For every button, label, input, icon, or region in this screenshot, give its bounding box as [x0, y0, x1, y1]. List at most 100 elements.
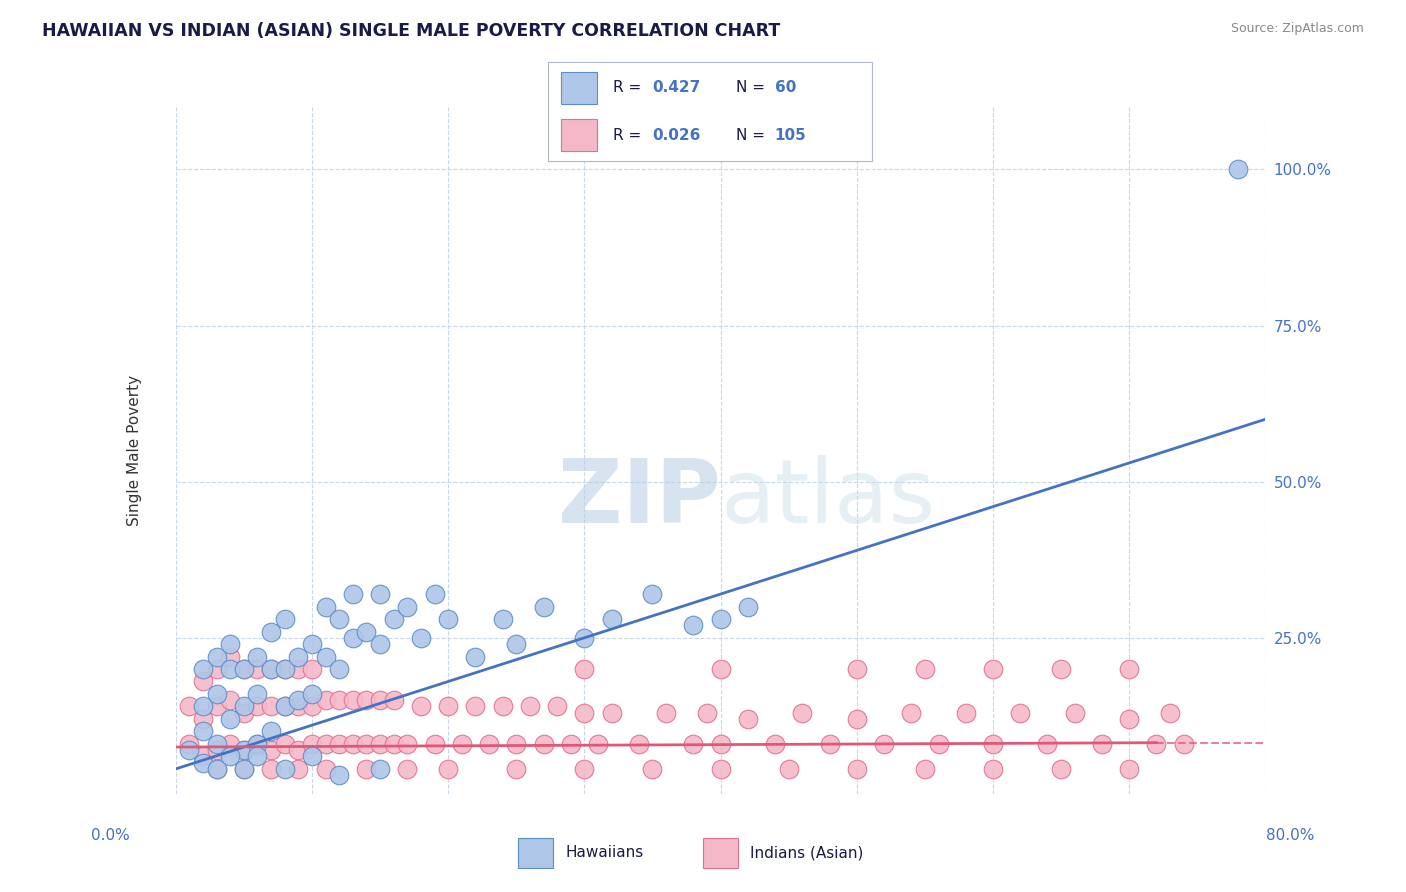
Point — [179, 737, 201, 751]
Text: 0.0%: 0.0% — [91, 828, 131, 843]
Point — [205, 699, 228, 714]
Text: R =: R = — [613, 80, 647, 95]
Point — [301, 749, 323, 764]
Point — [505, 737, 527, 751]
Point — [423, 587, 446, 601]
Point — [792, 706, 814, 720]
Point — [287, 693, 309, 707]
Point — [710, 662, 733, 676]
Point — [260, 662, 283, 676]
Point — [574, 662, 596, 676]
Point — [260, 624, 283, 639]
Point — [710, 612, 733, 626]
Point — [818, 737, 841, 751]
Text: Indians (Asian): Indians (Asian) — [751, 846, 863, 860]
Point — [232, 662, 254, 676]
Point — [260, 762, 283, 776]
Point — [1159, 706, 1181, 720]
Point — [191, 699, 214, 714]
Point — [1091, 737, 1114, 751]
Point — [246, 737, 269, 751]
Point — [368, 587, 391, 601]
Point — [914, 662, 936, 676]
Text: R =: R = — [613, 128, 647, 143]
Point — [682, 737, 704, 751]
Point — [232, 762, 254, 776]
Point — [437, 699, 460, 714]
Point — [219, 662, 242, 676]
Point — [382, 612, 405, 626]
Point — [260, 699, 283, 714]
Point — [342, 587, 364, 601]
Point — [232, 762, 254, 776]
Point — [546, 699, 568, 714]
Point — [845, 712, 868, 726]
Point — [641, 587, 664, 601]
Point — [1050, 662, 1073, 676]
Point — [219, 693, 242, 707]
Point — [1036, 737, 1059, 751]
Point — [1144, 737, 1167, 751]
Point — [437, 762, 460, 776]
Point — [409, 631, 432, 645]
Point — [205, 737, 228, 751]
Point — [763, 737, 786, 751]
Point — [205, 762, 228, 776]
Point — [328, 612, 350, 626]
Point — [274, 699, 297, 714]
Point — [260, 662, 283, 676]
Text: 105: 105 — [775, 128, 807, 143]
Point — [179, 699, 201, 714]
Point — [873, 737, 896, 751]
Point — [574, 762, 596, 776]
Point — [342, 737, 364, 751]
Point — [328, 768, 350, 782]
Point — [1063, 706, 1085, 720]
Point — [492, 699, 515, 714]
Point — [981, 737, 1004, 751]
Text: N =: N = — [735, 128, 769, 143]
Point — [1010, 706, 1032, 720]
Point — [356, 762, 378, 776]
Point — [219, 749, 242, 764]
Point — [560, 737, 582, 751]
Point — [301, 687, 323, 701]
Point — [737, 599, 759, 614]
Point — [205, 662, 228, 676]
Text: N =: N = — [735, 80, 769, 95]
Point — [191, 712, 214, 726]
Point — [627, 737, 650, 751]
Point — [778, 762, 800, 776]
Point — [519, 699, 541, 714]
Text: atlas: atlas — [721, 455, 936, 542]
Point — [232, 743, 254, 757]
Text: 80.0%: 80.0% — [1267, 828, 1315, 843]
Point — [981, 762, 1004, 776]
Point — [900, 706, 922, 720]
Point — [1173, 737, 1195, 751]
Point — [396, 737, 419, 751]
Point — [205, 743, 228, 757]
Point — [232, 699, 254, 714]
Point — [342, 693, 364, 707]
Point — [1118, 662, 1140, 676]
Point — [219, 637, 242, 651]
Point — [437, 612, 460, 626]
Point — [1227, 162, 1250, 177]
Point — [368, 737, 391, 751]
Point — [845, 662, 868, 676]
Point — [219, 712, 242, 726]
Point — [450, 737, 472, 751]
Point — [191, 662, 214, 676]
Text: Source: ZipAtlas.com: Source: ZipAtlas.com — [1230, 22, 1364, 36]
Point — [356, 737, 378, 751]
Point — [955, 706, 977, 720]
Point — [396, 599, 419, 614]
Point — [1118, 712, 1140, 726]
Point — [287, 649, 309, 664]
Point — [368, 637, 391, 651]
Point — [274, 737, 297, 751]
Point — [574, 631, 596, 645]
Point — [696, 706, 718, 720]
Point — [315, 693, 337, 707]
